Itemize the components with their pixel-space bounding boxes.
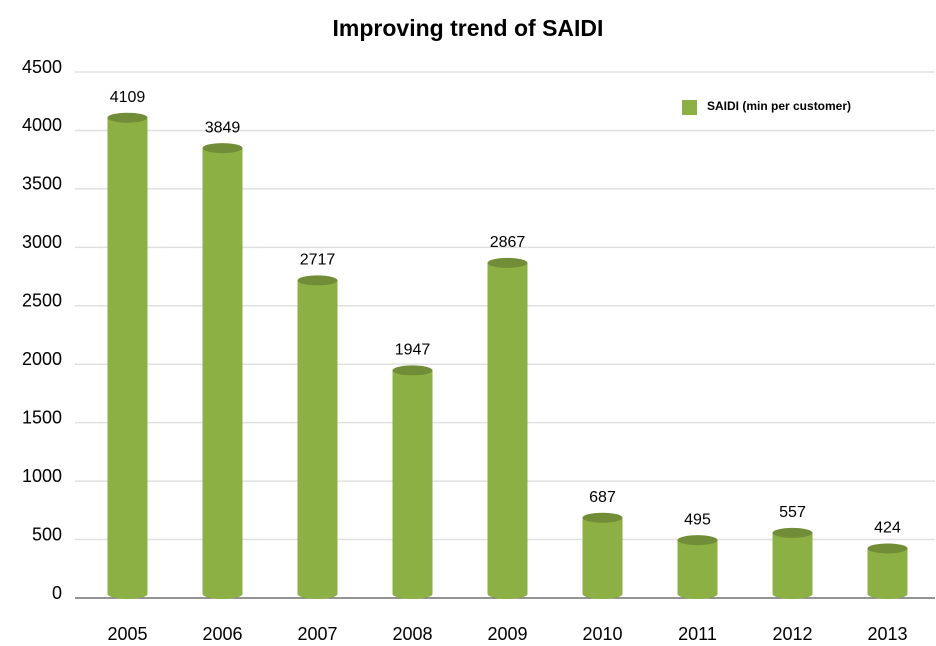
bar — [867, 548, 908, 594]
chart-title: Improving trend of SAIDI — [333, 15, 604, 41]
bar-top — [202, 143, 243, 154]
bar-top — [867, 543, 908, 554]
legend-label: SAIDI (min per customer) — [707, 99, 851, 113]
y-tick-label: 4000 — [22, 115, 62, 135]
y-tick-label: 0 — [52, 583, 62, 603]
bar — [582, 517, 623, 594]
x-tick-label: 2012 — [772, 624, 812, 644]
bar — [202, 148, 243, 594]
x-tick-label: 2006 — [202, 624, 242, 644]
bar-top — [297, 275, 338, 286]
value-label: 424 — [874, 520, 901, 537]
y-tick-label: 1500 — [22, 407, 62, 427]
bar-top — [487, 257, 528, 268]
bar — [677, 540, 718, 594]
y-tick-label: 3000 — [22, 232, 62, 252]
value-label: 557 — [779, 504, 806, 521]
bar — [392, 370, 433, 594]
value-label: 4109 — [110, 89, 146, 106]
legend-swatch — [682, 100, 697, 115]
y-tick-label: 500 — [32, 524, 62, 544]
value-label: 495 — [684, 511, 711, 528]
bar-top — [107, 112, 148, 123]
bar-top — [392, 365, 433, 376]
value-label: 687 — [589, 489, 616, 506]
y-tick-label: 2500 — [22, 291, 62, 311]
y-tick-label: 4500 — [22, 57, 62, 77]
y-tick-label: 1000 — [22, 466, 62, 486]
x-tick-label: 2010 — [582, 624, 622, 644]
bar-top — [582, 512, 623, 523]
x-tick-label: 2008 — [392, 624, 432, 644]
bar — [487, 262, 528, 594]
y-tick-label: 2000 — [22, 349, 62, 369]
bar-top — [677, 535, 718, 546]
bar-top — [772, 527, 813, 538]
value-label: 1947 — [395, 342, 431, 359]
bar — [107, 117, 148, 594]
x-tick-label: 2005 — [107, 624, 147, 644]
bar — [297, 280, 338, 594]
value-label: 2717 — [300, 252, 336, 269]
bar — [772, 532, 813, 594]
y-tick-label: 3500 — [22, 174, 62, 194]
x-tick-label: 2007 — [297, 624, 337, 644]
value-label: 2867 — [490, 234, 526, 251]
x-tick-label: 2011 — [678, 624, 717, 644]
x-tick-label: 2009 — [487, 624, 527, 644]
x-tick-label: 2013 — [867, 624, 907, 644]
value-label: 3849 — [205, 119, 241, 136]
